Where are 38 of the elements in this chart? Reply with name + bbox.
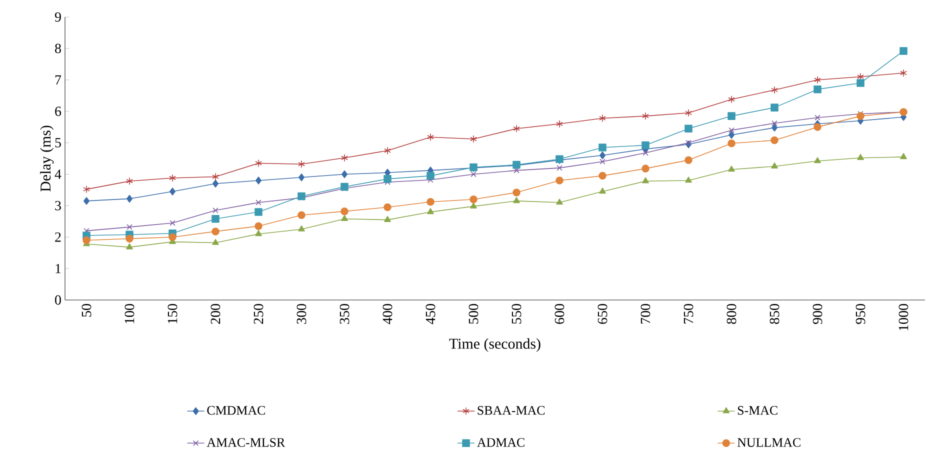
x-tick-label: 600 [554, 304, 564, 324]
x-tick-label: 400 [382, 304, 392, 324]
x-tick-label: 150 [168, 304, 178, 324]
x-tick-label: 50 [82, 304, 92, 317]
x-tick-label: 800 [726, 304, 736, 324]
legend-label: S-MAC [738, 406, 778, 415]
legend-label: ADMAC [477, 438, 524, 447]
legend-label: CMDMAC [207, 406, 265, 415]
x-tick-label: 550 [512, 304, 522, 324]
x-tick-label: 100 [124, 304, 134, 324]
y-tick-label: 0 [55, 295, 61, 305]
x-tick-label: 200 [210, 304, 220, 324]
y-axis-title: Delay (ms) [40, 126, 54, 192]
x-tick-label: 450 [426, 304, 436, 324]
y-tick-label: 5 [55, 138, 61, 148]
legend-label: AMAC-MLSR [206, 438, 286, 447]
x-tick-label: 350 [340, 304, 350, 324]
y-tick-label: 1 [56, 264, 61, 274]
x-axis-title: Time (seconds) [449, 338, 540, 352]
y-tick-label: 6 [55, 106, 62, 116]
x-tick-label: 700 [640, 304, 650, 324]
y-tick-label: 2 [55, 232, 61, 242]
x-tick-label: 1000 [898, 304, 908, 330]
y-tick-label: 9 [54, 12, 61, 22]
x-tick-label: 900 [812, 304, 822, 324]
y-tick-label: 8 [55, 44, 61, 54]
legend-label: NULLMAC [737, 438, 800, 447]
legend-label: SBAA-MAC [478, 406, 545, 415]
x-tick-label: 650 [598, 304, 608, 324]
x-tick-label: 500 [468, 304, 478, 324]
y-tick-label: 3 [55, 200, 61, 210]
x-tick-label: 950 [856, 304, 866, 324]
x-tick-label: 850 [770, 304, 780, 324]
y-tick-label: 7 [55, 75, 62, 84]
x-tick-label: 300 [296, 304, 306, 324]
x-tick-label: 750 [684, 304, 694, 324]
y-tick-label: 4 [54, 170, 62, 179]
x-tick-label: 250 [254, 304, 264, 324]
